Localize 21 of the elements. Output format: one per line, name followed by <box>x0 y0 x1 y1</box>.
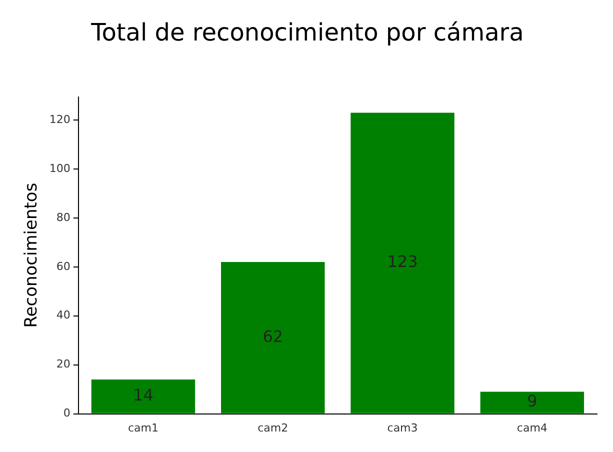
y-tick-label: 0 <box>63 406 70 420</box>
bar <box>221 262 325 414</box>
bar <box>480 392 584 414</box>
x-tick-label: cam3 <box>387 421 418 434</box>
x-tick-label: cam2 <box>258 421 288 434</box>
chart-title: Total de reconocimiento por cámara <box>90 18 524 47</box>
bar <box>350 112 454 414</box>
y-tick-label: 100 <box>49 162 70 175</box>
y-tick-label: 60 <box>56 260 70 273</box>
y-tick-label: 20 <box>56 358 70 371</box>
data-label: 14 <box>133 386 154 405</box>
y-tick-label: 120 <box>49 112 70 126</box>
data-label: 123 <box>387 252 418 272</box>
x-tick-label: cam4 <box>516 421 548 434</box>
y-tick-label: 80 <box>56 210 70 224</box>
data-label: 62 <box>262 326 284 346</box>
y-tick-label: 40 <box>56 308 70 322</box>
y-axis-title: Reconocimientos <box>22 182 42 328</box>
bar <box>91 380 196 414</box>
data-label: 9 <box>527 392 538 411</box>
x-tick-label: cam1 <box>128 421 158 434</box>
